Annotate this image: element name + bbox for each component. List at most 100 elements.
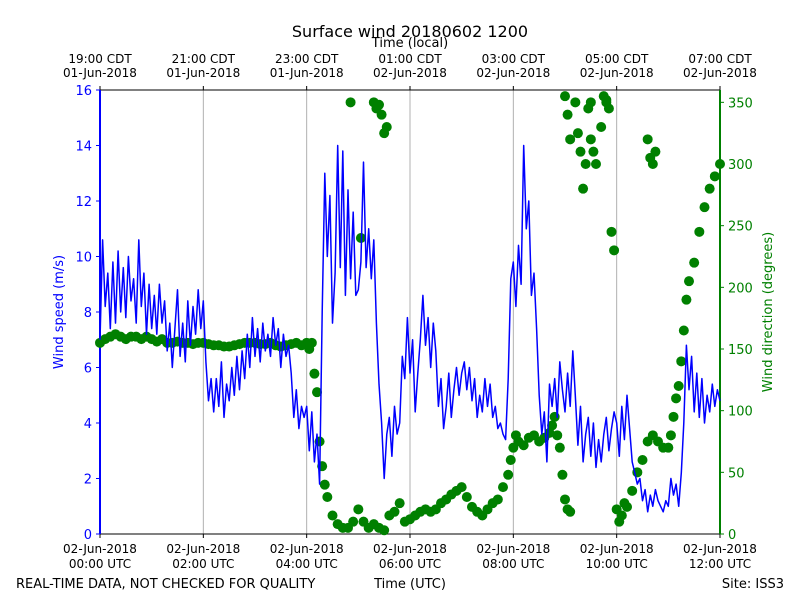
wind-direction-point [642,134,653,145]
y-right-tick-label: 50 [728,466,745,481]
wind-direction-point [704,183,715,194]
wind-direction-point [591,159,601,169]
wind-direction-point [309,368,320,379]
wind-direction-point [456,482,467,493]
y-left-tick-label: 16 [75,84,92,99]
top-tick-label-date: 01-Jun-2018 [166,66,240,80]
wind-direction-point [374,99,384,110]
wind-direction-point [327,510,338,521]
wind-direction-point [518,440,529,451]
wind-direction-point [389,506,400,517]
chart-title: Surface wind 20180602 1200 [292,22,528,41]
wind-direction-point [557,469,568,480]
wind-direction-point [560,91,570,102]
x-axis-label: Time (UTC) [373,577,446,592]
wind-direction-point [505,455,516,465]
wind-direction-point [609,245,620,256]
x-tick-label-time: 10:00 UTC [586,557,648,571]
y-right-tick-label: 150 [728,343,753,358]
y-left-tick-label: 2 [84,473,92,488]
wind-direction-point [601,94,612,105]
wind-direction-point [503,469,514,480]
y-left-tick-label: 12 [75,195,92,210]
y-left-tick-label: 0 [84,528,92,543]
wind-direction-point [348,516,359,527]
wind-direction-point [606,226,617,237]
wind-direction-point [699,202,710,213]
footer-disclaimer: REAL-TIME DATA, NOT CHECKED FOR QUALITY [16,577,315,592]
y-left-tick-label: 10 [75,251,92,266]
grid-lines [202,90,618,534]
wind-direction-point [376,109,387,120]
top-tick-label-date: 01-Jun-2018 [270,66,344,80]
top-tick-label-time: 03:00 CDT [482,52,546,66]
wind-direction-point [622,501,632,512]
wind-direction-point [676,356,687,367]
wind-direction-point [565,506,576,517]
x-tick-label-date: 02-Jun-2018 [580,542,654,556]
wind-direction-point [461,492,472,502]
wind-direction-point [647,159,658,169]
wind-direction-series [95,91,725,536]
top-tick-label-date: 02-Jun-2018 [373,66,447,80]
top-axis-label: Time (local) [371,36,448,51]
y-left-tick-label: 8 [84,306,92,321]
y-left-tick-label: 4 [84,417,92,432]
wind-direction-point [565,134,576,145]
wind-direction-point [585,97,596,108]
wind-direction-point [319,479,330,490]
y-left-tick-label: 14 [75,140,92,155]
wind-direction-point [381,122,392,132]
x-tick-label-time: 04:00 UTC [276,557,338,571]
y-right-tick-label: 300 [728,158,753,173]
wind-direction-point [616,510,627,521]
wind-direction-point [665,430,676,441]
wind-direction-point [578,183,589,194]
x-tick-label-time: 12:00 UTC [689,557,751,571]
wind-direction-point [306,337,317,348]
wind-direction-point [588,146,599,157]
y-right-tick-label: 250 [728,220,753,235]
top-tick-label-date: 02-Jun-2018 [580,66,654,80]
top-tick-label-time: 21:00 CDT [172,52,236,66]
top-tick-label-date: 01-Jun-2018 [63,66,137,80]
top-tick-label-time: 19:00 CDT [68,52,132,66]
y-right-tick-label: 0 [728,528,736,543]
wind-speed-line [99,144,721,513]
x-tick-label-date: 02-Jun-2018 [270,542,344,556]
wind-direction-point [678,325,689,336]
footer-site: Site: ISS3 [722,577,784,592]
wind-direction-point [570,97,581,108]
wind-direction-point [709,171,720,182]
wind-direction-point [562,109,573,120]
wind-direction-point [694,226,705,237]
wind-direction-point [673,381,684,391]
wind-direction-point [498,482,508,493]
wind-direction-point [345,97,356,108]
top-tick-label-time: 01:00 CDT [378,52,442,66]
x-tick-label-time: 00:00 UTC [69,557,131,571]
left-axis-label: Wind speed (m/s) [52,255,67,369]
wind-direction-point [684,276,694,287]
wind-direction-point [663,442,674,453]
x-tick-label-time: 02:00 UTC [172,557,234,571]
wind-direction-point [575,146,586,157]
y-right-tick-label: 200 [728,281,753,296]
wind-direction-point [492,494,503,505]
wind-direction-point [560,494,570,505]
x-tick-label-date: 02-Jun-2018 [166,542,240,556]
wind-direction-point [689,257,700,268]
wind-direction-point [668,411,679,422]
wind-direction-point [585,134,596,145]
top-tick-label-time: 05:00 CDT [585,52,649,66]
wind-direction-point [353,504,364,515]
wind-direction-point [552,430,563,441]
wind-direction-point [322,492,333,502]
top-tick-label-date: 02-Jun-2018 [683,66,757,80]
wind-direction-point [637,455,648,465]
y-right-tick-label: 100 [728,405,753,420]
wind-direction-point [603,103,614,114]
wind-speed-series [99,144,721,513]
